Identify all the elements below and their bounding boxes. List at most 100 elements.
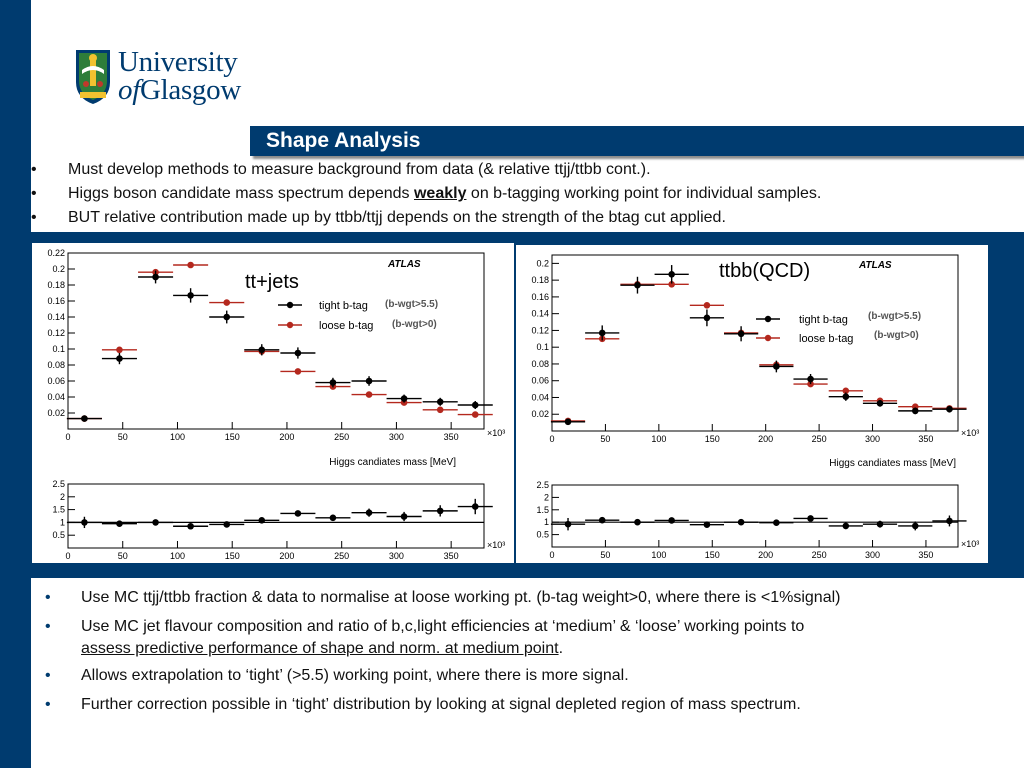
ratio-point bbox=[81, 519, 88, 526]
x-tick-label: 0 bbox=[549, 550, 554, 560]
plot-frame bbox=[551, 484, 959, 548]
ratio-point bbox=[365, 509, 373, 516]
ratio-point bbox=[564, 520, 572, 528]
legend-tight-marker bbox=[286, 301, 294, 309]
x-tick-label: 200 bbox=[279, 432, 294, 442]
y-tick-label: 0.02 bbox=[531, 409, 549, 419]
y-tick-label: 1 bbox=[544, 517, 549, 527]
x-tick-label: 350 bbox=[444, 551, 459, 561]
y-tick-label: 2.5 bbox=[52, 479, 65, 489]
tight-point bbox=[436, 398, 444, 406]
y-tick-label: 0.2 bbox=[536, 258, 549, 268]
loose-point bbox=[116, 346, 123, 354]
bullet-item: Further correction possible in ‘tight’ d… bbox=[31, 694, 1024, 716]
university-logo: University ofGlasgow bbox=[74, 46, 274, 110]
bullet-text: BUT relative contribution made up by ttb… bbox=[68, 209, 726, 226]
x-multiplier: ×10³ bbox=[487, 428, 505, 438]
legend-tight-label: tight b-tag bbox=[799, 314, 848, 326]
ratio-point bbox=[946, 517, 953, 525]
x-axis-label: Higgs candiates mass [MeV] bbox=[329, 457, 456, 468]
ratio-point bbox=[294, 510, 302, 517]
y-tick-label: 0.06 bbox=[531, 376, 549, 386]
x-tick-label: 0 bbox=[549, 434, 554, 444]
tight-point bbox=[365, 377, 373, 385]
y-tick-label: 0.18 bbox=[47, 280, 65, 290]
university-wordmark-line2: ofGlasgow bbox=[118, 74, 241, 107]
y-tick-label: 0.04 bbox=[47, 392, 65, 402]
ttjets-plot: 0.02 0.04 0.06 0.08 0.1 0.12 0.14 0.16 0.18 0.2 0.… bbox=[32, 243, 514, 563]
x-tick-label: 150 bbox=[705, 434, 720, 444]
bullet-text: Use MC ttjj/ttbb fraction & data to norm… bbox=[81, 589, 841, 606]
x-tick-label: 200 bbox=[758, 434, 773, 444]
tight-point bbox=[703, 314, 711, 322]
ttjets-ratio-panel: 0.5 1 1.5 2 2.5 0 50 100 150 200 250 300 350 bbox=[52, 479, 493, 561]
y-tick-label: 0.2 bbox=[52, 264, 65, 274]
ratio-point bbox=[116, 520, 123, 527]
x-tick-label: 300 bbox=[865, 550, 880, 560]
y-tick-label: 0.04 bbox=[531, 392, 549, 402]
wordmark-glasgow: Glasgow bbox=[139, 74, 241, 106]
y-tick-label: 2 bbox=[544, 492, 549, 502]
legend-tight-cut: (b-wgt>5.5) bbox=[385, 299, 438, 310]
y-tick-label: 0.16 bbox=[47, 296, 65, 306]
tight-point bbox=[598, 329, 606, 337]
legend-tight-cut: (b-wgt>5.5) bbox=[868, 311, 921, 322]
ratio-point bbox=[223, 521, 231, 528]
tight-point bbox=[471, 401, 479, 409]
tight-point bbox=[329, 379, 337, 386]
title-bar: Shape Analysis bbox=[250, 126, 1024, 156]
tight-point bbox=[223, 313, 231, 321]
plot-frame bbox=[67, 483, 485, 549]
y-tick-label: 0.18 bbox=[531, 275, 549, 285]
crest-icon bbox=[76, 50, 110, 104]
loose-point bbox=[365, 391, 373, 398]
loose-point bbox=[842, 387, 850, 395]
tight-point bbox=[946, 405, 953, 413]
x-tick-label: 250 bbox=[812, 550, 827, 560]
x-axis-label: Higgs candiates mass [MeV] bbox=[829, 458, 956, 469]
legend-loose-cut: (b-wgt>0) bbox=[392, 319, 437, 330]
x-tick-label: 200 bbox=[279, 551, 294, 561]
ttbb-chart-svg: 0.02 0.04 0.06 0.08 0.1 0.12 0.14 0.16 0.18 0.2 0 5… bbox=[531, 254, 979, 560]
x-tick-label: 0 bbox=[65, 551, 70, 561]
bullet-item: Higgs boson candidate mass spectrum depe… bbox=[31, 183, 1021, 207]
ratio-point bbox=[258, 517, 266, 524]
tight-point bbox=[258, 346, 266, 354]
y-tick-label: 0.14 bbox=[47, 312, 65, 322]
legend-loose-label: loose b-tag bbox=[799, 333, 853, 345]
y-tick-label: 1.5 bbox=[52, 505, 65, 515]
bullet-text: Higgs boson candidate mass spectrum depe… bbox=[68, 185, 414, 202]
ratio-x-multiplier: ×10³ bbox=[961, 539, 979, 549]
legend-tight-marker bbox=[764, 315, 772, 323]
ttjets-panel-label: tt+jets bbox=[245, 271, 299, 293]
y-tick-label: 0.12 bbox=[531, 325, 549, 335]
loose-point bbox=[471, 411, 479, 418]
x-tick-label: 350 bbox=[444, 432, 459, 442]
x-tick-label: 300 bbox=[389, 551, 404, 561]
x-tick-label: 150 bbox=[225, 551, 240, 561]
bullet-emphasis: weakly bbox=[413, 185, 467, 202]
tight-point bbox=[668, 270, 675, 278]
left-sidebar-stripe bbox=[0, 0, 31, 768]
tight-point bbox=[152, 273, 159, 281]
bullet-item: Must develop methods to measure backgrou… bbox=[31, 159, 1021, 183]
tight-point bbox=[807, 375, 814, 383]
bullet-text: Must develop methods to measure backgrou… bbox=[68, 161, 651, 178]
bottom-bullet-list: Use MC ttjj/ttbb fraction & data to norm… bbox=[31, 587, 1024, 723]
slide-title: Shape Analysis bbox=[266, 129, 421, 152]
bullet-text: Allows extrapolation to ‘tight’ (>5.5) w… bbox=[81, 667, 629, 684]
x-tick-label: 250 bbox=[812, 434, 827, 444]
y-tick-label: 0.5 bbox=[536, 530, 549, 540]
bullet-text: . bbox=[558, 640, 564, 657]
tight-point bbox=[564, 418, 572, 426]
y-tick-label: 2 bbox=[60, 492, 65, 502]
ttjets-main-panel: 0.02 0.04 0.06 0.08 0.1 0.12 0.14 0.16 0.18 0.2 0.… bbox=[47, 248, 493, 442]
ttbb-main-panel: 0.02 0.04 0.06 0.08 0.1 0.12 0.14 0.16 0.18 0.2 0 5… bbox=[531, 254, 967, 444]
ttbb-ratio-panel: 0.5 1 1.5 2 2.5 0 50 100 150 200 250 300 350 bbox=[536, 480, 967, 560]
ratio-x-multiplier: ×10³ bbox=[487, 540, 505, 550]
ratio-point bbox=[634, 518, 641, 526]
x-tick-label: 150 bbox=[225, 432, 240, 442]
y-tick-label: 0.1 bbox=[52, 344, 65, 354]
y-tick-label: 2.5 bbox=[536, 480, 549, 490]
x-tick-label: 50 bbox=[118, 551, 128, 561]
